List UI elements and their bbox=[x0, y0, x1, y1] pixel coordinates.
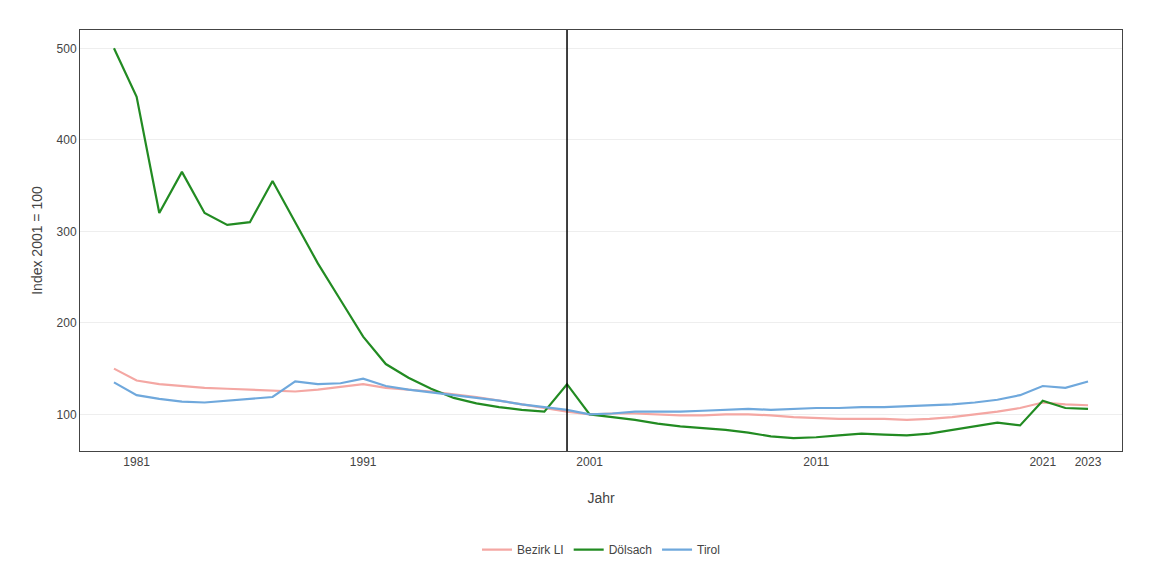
svg-text:2023: 2023 bbox=[1075, 455, 1102, 469]
svg-text:1981: 1981 bbox=[123, 455, 150, 469]
svg-text:Jahr: Jahr bbox=[587, 490, 615, 506]
svg-text:2011: 2011 bbox=[803, 455, 829, 469]
svg-text:Tirol: Tirol bbox=[697, 543, 720, 557]
svg-text:2021: 2021 bbox=[1029, 455, 1056, 469]
svg-text:500: 500 bbox=[57, 42, 77, 56]
svg-text:Dölsach: Dölsach bbox=[609, 543, 652, 557]
svg-text:Bezirk LI: Bezirk LI bbox=[517, 543, 564, 557]
svg-text:200: 200 bbox=[57, 316, 77, 330]
svg-text:300: 300 bbox=[57, 225, 77, 239]
svg-text:Index 2001 = 100: Index 2001 = 100 bbox=[29, 186, 45, 295]
svg-text:400: 400 bbox=[57, 133, 77, 147]
svg-text:100: 100 bbox=[57, 408, 77, 422]
svg-text:1991: 1991 bbox=[350, 455, 377, 469]
svg-text:2001: 2001 bbox=[576, 455, 603, 469]
